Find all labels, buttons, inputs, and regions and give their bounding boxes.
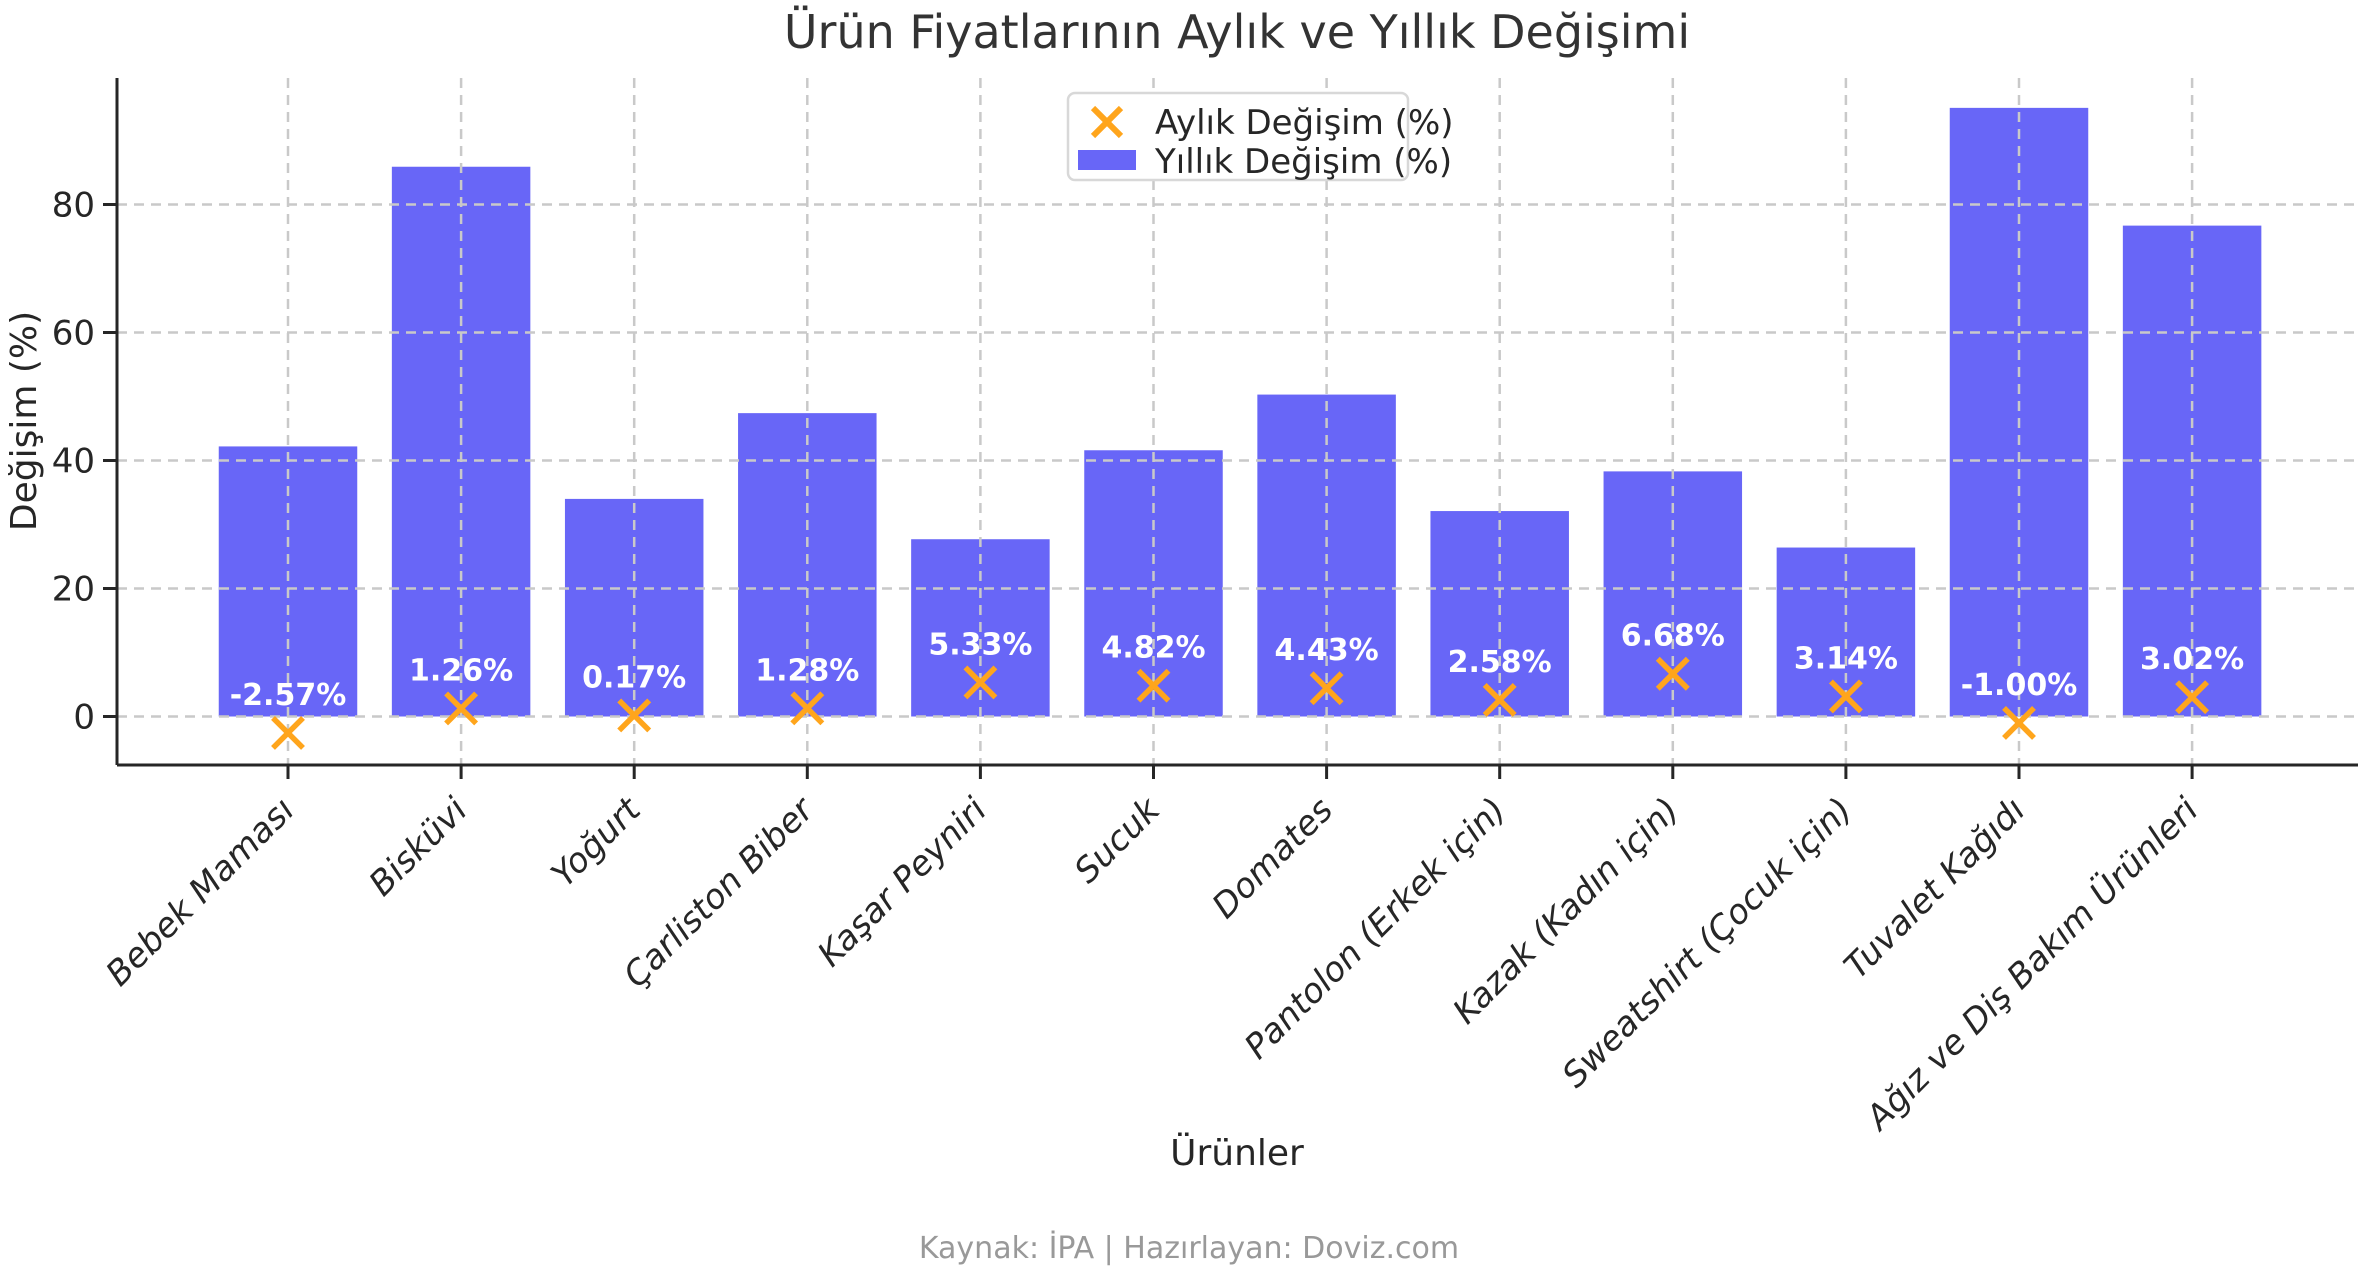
category-label-6: Domates bbox=[1205, 790, 1341, 926]
chart-title: Ürün Fiyatlarının Aylık ve Yıllık Değişi… bbox=[784, 5, 1690, 59]
monthly-marker-6 bbox=[1309, 671, 1344, 706]
legend-label-yearly: Yıllık Değişim (%) bbox=[1154, 142, 1452, 182]
monthly-marker-9 bbox=[1828, 679, 1863, 714]
y-tick-label-40: 40 bbox=[52, 442, 95, 482]
monthly-marker-1 bbox=[444, 691, 479, 726]
category-label-5: Sucuk bbox=[1067, 789, 1169, 891]
monthly-value-label-0: -2.57% bbox=[230, 678, 347, 713]
marker-stroke bbox=[617, 698, 652, 733]
monthly-value-label-11: 3.02% bbox=[2140, 642, 2244, 677]
category-label-2: Yoğurt bbox=[544, 789, 650, 895]
y-tick-label-60: 60 bbox=[52, 314, 95, 354]
y-axis-label: Değişim (%) bbox=[4, 311, 45, 531]
monthly-marker-8 bbox=[1655, 656, 1690, 691]
bar-10 bbox=[1949, 107, 2089, 717]
monthly-marker-5 bbox=[1136, 668, 1171, 703]
marker-stroke bbox=[1828, 679, 1863, 714]
y-tick-label-20: 20 bbox=[52, 570, 95, 610]
category-label-4: Kaşar Peyniri bbox=[810, 790, 995, 975]
monthly-marker-3 bbox=[790, 691, 825, 726]
category-label-10: Tuvalet Kağıdı bbox=[1837, 790, 2034, 987]
marker-stroke bbox=[2002, 705, 2036, 740]
marker-stroke bbox=[1655, 656, 1690, 691]
marker-stroke bbox=[1482, 683, 1517, 717]
monthly-marker-10 bbox=[2002, 705, 2036, 740]
monthly-value-label-6: 4.43% bbox=[1275, 633, 1379, 668]
monthly-value-label-8: 6.68% bbox=[1621, 619, 1725, 654]
monthly-value-label-7: 2.58% bbox=[1448, 645, 1552, 680]
marker-stroke bbox=[1136, 668, 1171, 703]
category-label-1: Bisküvi bbox=[361, 790, 475, 904]
category-label-11: Ağız ve Diş Bakım Ürünleri bbox=[1857, 789, 2207, 1139]
monthly-marker-7 bbox=[1482, 683, 1517, 717]
monthly-marker-11 bbox=[2175, 680, 2210, 715]
marker-stroke bbox=[1309, 671, 1344, 706]
gridlines-layer bbox=[117, 78, 2358, 765]
markers-layer bbox=[271, 656, 2210, 750]
marker-stroke bbox=[271, 716, 305, 750]
bars-layer bbox=[218, 107, 2262, 717]
monthly-marker-4 bbox=[963, 665, 998, 700]
y-tick-label-80: 80 bbox=[52, 186, 95, 226]
category-label-9: Sweatshirt (Çocuk için) bbox=[1555, 790, 1861, 1096]
monthly-value-label-3: 1.28% bbox=[755, 653, 859, 688]
monthly-value-label-1: 1.26% bbox=[409, 653, 513, 688]
marker-stroke bbox=[790, 691, 825, 726]
axes-layer bbox=[115, 78, 2358, 767]
monthly-marker-2 bbox=[617, 698, 652, 733]
monthly-value-label-5: 4.82% bbox=[1101, 631, 1205, 666]
annotations-layer: -2.57% 1.26% 0.17% 1.28% 5.33% 4.82% 4.43% 2.58… bbox=[230, 619, 2244, 713]
monthly-x-marker-icon bbox=[1090, 105, 1124, 139]
legend: Aylık Değişim (%) Yıllık Değişim (%) bbox=[1066, 91, 1454, 182]
legend-label-monthly: Aylık Değişim (%) bbox=[1155, 103, 1454, 143]
legend-box bbox=[1066, 91, 1410, 182]
source-note: Kaynak: İPA | Hazırlayan: Doviz.com bbox=[919, 1230, 1459, 1266]
yearly-bar-swatch-icon bbox=[1078, 150, 1136, 170]
x-axis-label: Ürünler bbox=[1170, 1132, 1304, 1174]
category-label-0: Bebek Maması bbox=[98, 790, 302, 994]
monthly-value-label-10: -1.00% bbox=[1961, 668, 2078, 703]
monthly-marker-0 bbox=[271, 716, 305, 750]
marker-stroke bbox=[2175, 680, 2210, 715]
monthly-value-label-2: 0.17% bbox=[582, 660, 686, 695]
marker-stroke bbox=[444, 691, 479, 726]
marker-stroke bbox=[963, 665, 998, 700]
monthly-value-label-4: 5.33% bbox=[928, 627, 1032, 662]
y-tick-label-0: 0 bbox=[73, 698, 95, 738]
monthly-value-label-9: 3.14% bbox=[1794, 641, 1898, 676]
ticks-layer: 0 20 40 60 80 bbox=[52, 186, 2194, 779]
